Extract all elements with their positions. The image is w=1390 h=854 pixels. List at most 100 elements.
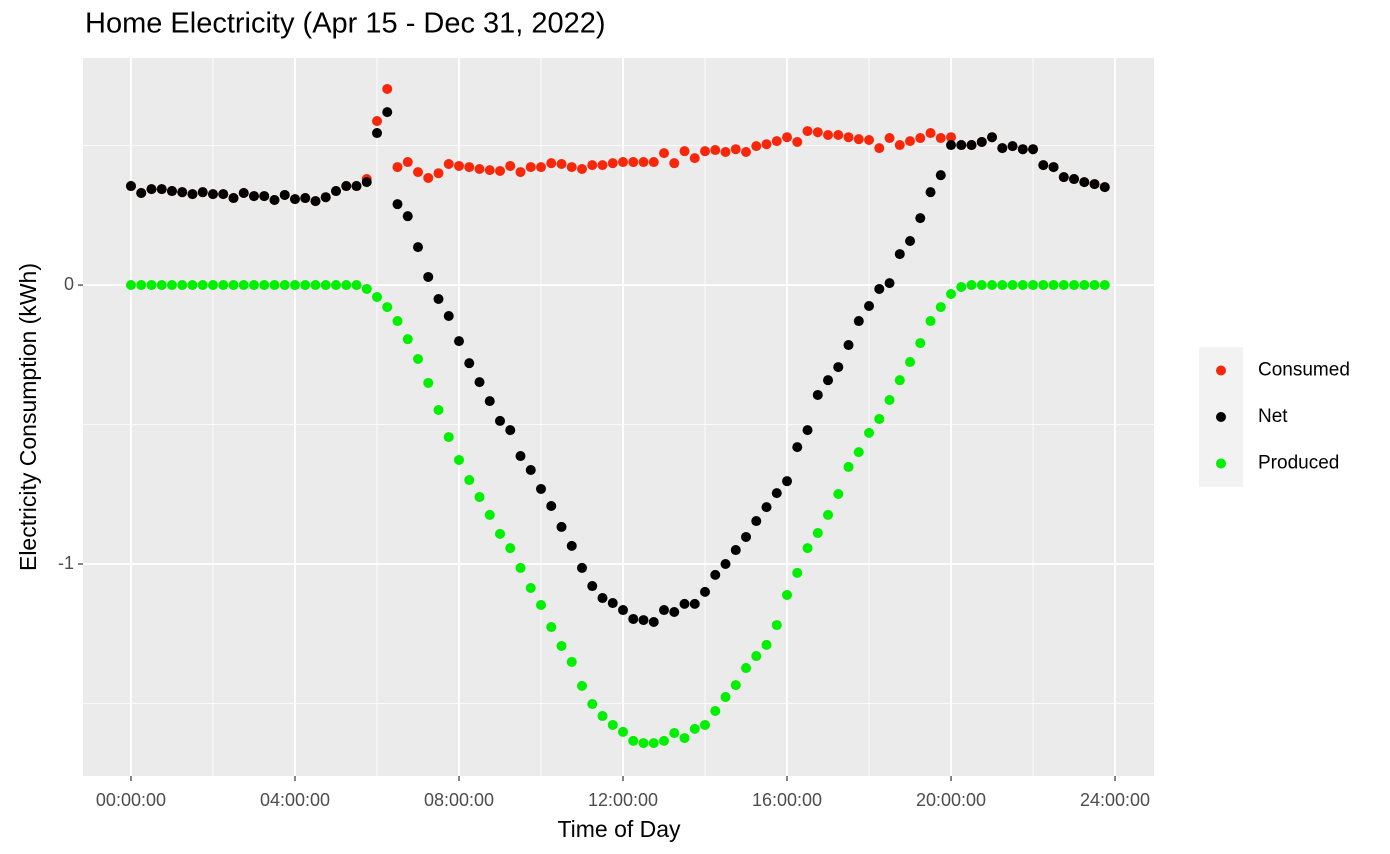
point <box>289 194 300 205</box>
legend-label: Consumed <box>1258 360 1350 381</box>
point <box>679 146 690 157</box>
point <box>218 280 229 291</box>
point <box>915 338 926 349</box>
point <box>136 280 147 291</box>
point <box>300 193 311 204</box>
point <box>751 516 762 527</box>
point <box>884 133 895 144</box>
point <box>812 389 823 400</box>
point <box>628 613 639 624</box>
point <box>207 189 218 200</box>
point <box>659 148 670 159</box>
point <box>720 147 731 158</box>
point <box>607 598 618 609</box>
point <box>464 162 475 173</box>
point <box>177 280 188 291</box>
point <box>392 199 403 210</box>
point <box>577 164 588 175</box>
point <box>136 188 147 199</box>
point <box>597 160 608 171</box>
point <box>741 663 752 674</box>
point <box>689 723 700 734</box>
point <box>484 396 495 407</box>
point <box>402 334 413 345</box>
point <box>956 140 967 151</box>
point <box>464 358 475 369</box>
point <box>689 598 700 609</box>
point <box>966 140 977 151</box>
point <box>843 132 854 143</box>
point <box>392 162 403 173</box>
point <box>402 157 413 168</box>
point <box>1007 280 1018 291</box>
plot-panel <box>83 58 1154 776</box>
point <box>792 136 803 147</box>
point <box>1058 172 1069 183</box>
point <box>361 283 372 294</box>
point <box>341 280 352 291</box>
point <box>1028 144 1039 155</box>
point <box>125 280 136 291</box>
point <box>187 280 198 291</box>
point <box>710 569 721 580</box>
point <box>894 249 905 260</box>
point <box>638 738 649 749</box>
point <box>607 719 618 730</box>
point <box>577 562 588 573</box>
point <box>761 502 772 513</box>
point <box>566 540 577 551</box>
point <box>177 187 188 198</box>
point <box>279 280 290 291</box>
point <box>864 427 875 438</box>
point <box>453 454 464 465</box>
point <box>730 144 741 155</box>
point <box>382 83 393 94</box>
point <box>925 316 936 327</box>
point <box>1028 280 1039 291</box>
point <box>1017 280 1028 291</box>
point <box>1017 144 1028 155</box>
point <box>566 656 577 667</box>
point <box>915 133 926 144</box>
point <box>833 488 844 499</box>
point <box>269 280 280 291</box>
point <box>946 132 957 143</box>
point <box>577 680 588 691</box>
point <box>382 107 393 118</box>
point <box>269 194 280 205</box>
point <box>546 622 557 633</box>
point <box>751 651 762 662</box>
point <box>700 146 711 157</box>
point <box>166 280 177 291</box>
point <box>864 300 875 311</box>
point <box>720 692 731 703</box>
point <box>987 280 998 291</box>
point <box>1099 280 1110 291</box>
point <box>997 143 1008 154</box>
point <box>1089 280 1100 291</box>
x-tick-label: 24:00:00 <box>1080 790 1150 810</box>
point <box>156 184 167 195</box>
point <box>546 158 557 169</box>
point <box>823 375 834 386</box>
point <box>1099 182 1110 193</box>
point <box>853 316 864 327</box>
point <box>946 140 957 151</box>
point <box>300 280 311 291</box>
point <box>453 336 464 347</box>
point <box>382 302 393 313</box>
point <box>197 280 208 291</box>
point <box>289 280 300 291</box>
point <box>710 145 721 156</box>
point <box>812 127 823 138</box>
point <box>474 164 485 175</box>
x-tick-label: 08:00:00 <box>424 790 494 810</box>
point <box>515 167 526 178</box>
point <box>669 158 680 169</box>
point <box>802 425 813 436</box>
point <box>618 157 629 168</box>
point <box>433 168 444 179</box>
x-tick-label: 04:00:00 <box>260 790 330 810</box>
point <box>925 128 936 139</box>
point <box>997 280 1008 291</box>
